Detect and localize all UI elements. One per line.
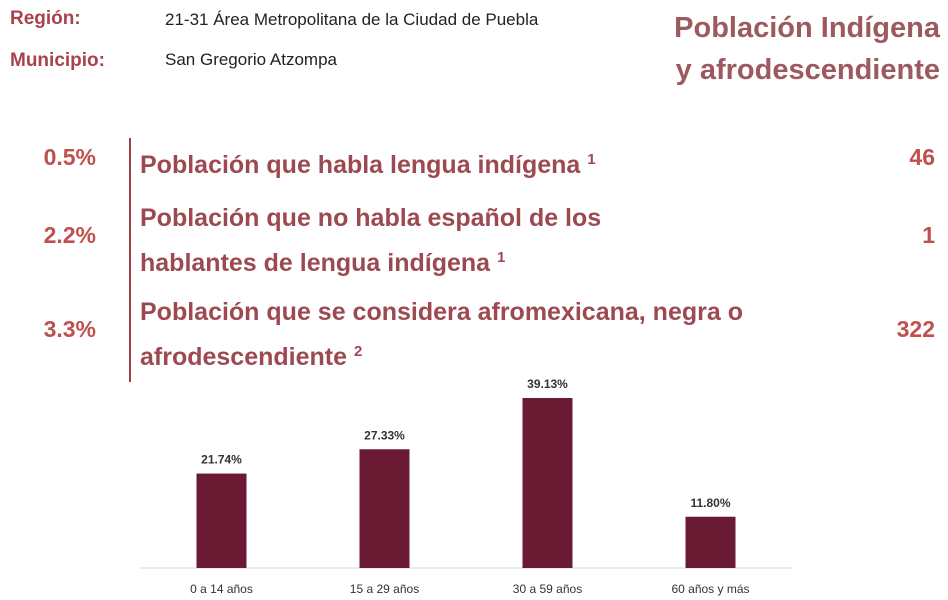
count: 1 <box>922 222 935 248</box>
region-value: 21-31 Área Metropolitana de la Ciudad de… <box>165 10 539 29</box>
title-line: y afrodescendiente <box>675 54 940 86</box>
municipio-label: Municipio: <box>10 50 105 71</box>
text: Población que no habla español de los <box>140 204 602 232</box>
municipio-value: San Gregorio Atzompa <box>165 50 337 69</box>
text-line: Población que no habla español de los <box>140 198 601 238</box>
footnote-mark: 2 <box>353 343 363 360</box>
value-label: 39.13% <box>527 377 568 391</box>
x-tick-label: 30 a 59 años <box>513 582 582 596</box>
text: Población que habla lengua indígena <box>140 151 581 179</box>
text-line: hablantes de lengua indígena 1 <box>140 238 601 283</box>
count: 322 <box>896 316 935 342</box>
title-line: Población Indígena <box>674 12 940 44</box>
value-label: 11.80% <box>690 496 730 510</box>
text: hablantes de lengua indígena <box>140 249 491 277</box>
text-line: Población que se considera afromexicana,… <box>140 292 743 332</box>
bar <box>522 398 573 568</box>
percent: 2.2% <box>43 222 96 248</box>
bar <box>359 449 410 568</box>
value-label: 27.33% <box>364 428 405 442</box>
text-line: Población que habla lengua indígena 1 <box>140 140 596 185</box>
indicator-text: Población que habla lengua indígena 1 <box>140 140 596 185</box>
count: 46 <box>909 144 935 170</box>
value-label: 21.74% <box>201 453 242 467</box>
text-line: afrodescendiente 2 <box>140 332 743 377</box>
divider <box>129 138 131 382</box>
percent: 0.5% <box>43 144 96 170</box>
text: afrodescendiente <box>140 343 348 371</box>
indicator-text: Población que se considera afromexicana,… <box>140 292 743 377</box>
bar <box>685 516 736 568</box>
percent: 3.3% <box>43 316 96 342</box>
bar <box>196 473 247 568</box>
x-tick-label: 60 años y más <box>671 582 749 596</box>
text: Población que se considera afromexicana,… <box>140 298 743 326</box>
x-tick-label: 15 a 29 años <box>350 582 419 596</box>
footnote-mark: 1 <box>497 249 506 266</box>
x-tick-label: 0 a 14 años <box>190 582 253 596</box>
indicator-text: Población que no habla español de los hab… <box>140 198 601 283</box>
footnote-mark: 1 <box>587 151 596 168</box>
region-label: Región: <box>10 8 81 29</box>
